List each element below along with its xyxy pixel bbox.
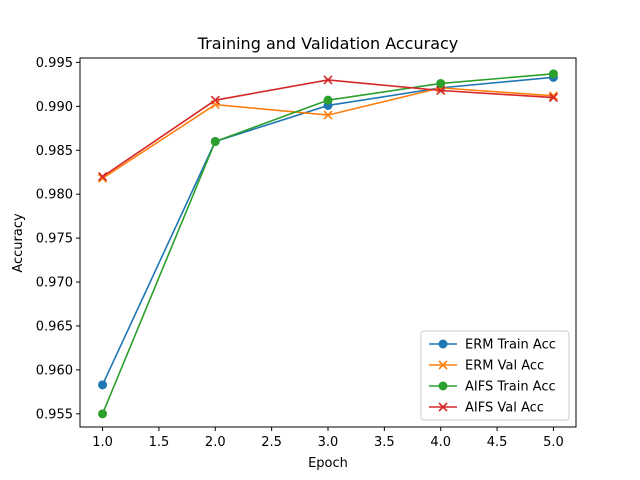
data-point: [323, 110, 333, 120]
y-tick-label: 0.990: [36, 100, 73, 115]
legend-entry: ERM Train Acc: [429, 338, 556, 353]
data-point: [548, 92, 559, 103]
data-point: [97, 172, 108, 182]
data-point: [548, 69, 558, 79]
legend-entry: AIFS Val Acc: [429, 401, 544, 416]
series-line: [102, 79, 554, 178]
series-aifs-train-acc: [98, 69, 558, 419]
y-tick-label: 0.955: [36, 407, 73, 422]
legend-label: ERM Val Acc: [465, 359, 544, 374]
data-point: [548, 91, 559, 101]
x-tick-label: 4.5: [487, 435, 508, 450]
x-tick-label: 3.0: [318, 435, 339, 450]
legend-marker: [438, 381, 448, 391]
x-tick-label: 4.0: [430, 435, 451, 450]
data-point: [98, 409, 108, 419]
data-point: [323, 75, 333, 85]
y-tick-label: 0.970: [36, 276, 73, 291]
x-tick-label: 1.0: [92, 435, 113, 450]
y-axis: 0.955 0.960 0.965 0.970 0.975 0.980 0.985 0.990…: [36, 56, 80, 422]
series-aifs-val-acc: [97, 75, 559, 182]
legend-marker: [438, 402, 448, 412]
legend-entry: ERM Val Acc: [429, 359, 544, 374]
legend-label: AIFS Train Acc: [465, 380, 556, 395]
y-tick-label: 0.985: [36, 144, 73, 159]
data-point: [210, 136, 220, 146]
y-tick-label: 0.965: [36, 319, 73, 334]
legend-label: AIFS Val Acc: [465, 401, 544, 416]
series-layer: [97, 69, 559, 419]
y-tick-label: 0.995: [36, 56, 73, 71]
series-erm-val-acc: [97, 83, 559, 183]
legend-entry: AIFS Train Acc: [429, 380, 556, 395]
y-tick-label: 0.980: [36, 188, 73, 203]
y-tick-label: 0.960: [36, 363, 73, 378]
x-tick-label: 3.5: [374, 435, 395, 450]
legend-marker: [438, 339, 448, 349]
legend-label: ERM Train Acc: [465, 338, 556, 353]
data-point: [98, 380, 108, 390]
x-axis: 1.0 1.5 2.0 2.5 3.0 3.5 4.0 4.5 5.0: [92, 427, 564, 450]
legend: ERM Train Acc ERM Val Acc AIFS Train Acc AI…: [420, 330, 570, 421]
legend-marker: [438, 360, 448, 370]
data-point: [210, 95, 220, 105]
chart-title: Training and Validation Accuracy: [197, 34, 459, 53]
y-axis-label: Accuracy: [11, 213, 26, 273]
y-tick-label: 0.975: [36, 232, 73, 247]
legend-box: [420, 330, 570, 421]
x-tick-label: 1.5: [149, 435, 170, 450]
data-point: [436, 78, 446, 88]
x-axis-label: Epoch: [308, 456, 348, 471]
x-tick-label: 5.0: [543, 435, 564, 450]
x-tick-label: 2.0: [205, 435, 226, 450]
data-point: [323, 95, 333, 105]
data-point: [436, 85, 446, 96]
x-tick-label: 2.5: [261, 435, 282, 450]
